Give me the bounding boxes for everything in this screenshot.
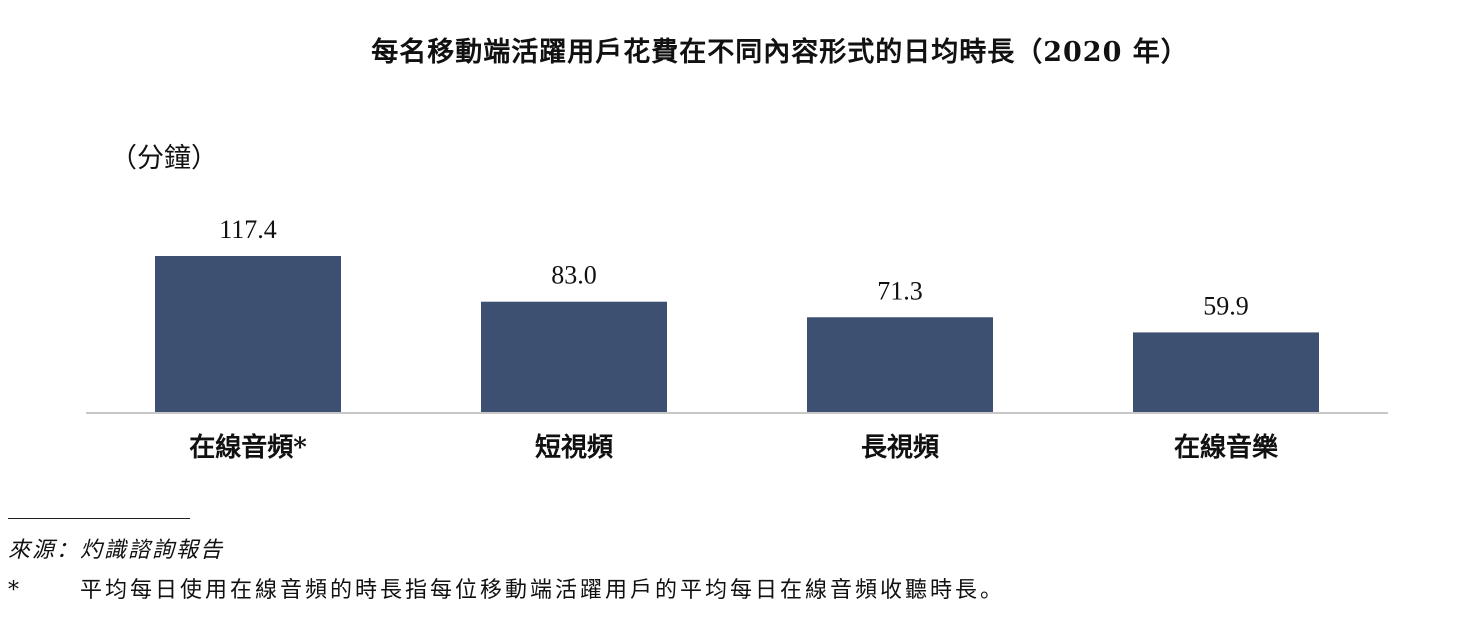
bar-chart: 117.4 在線音頻* 83.0 短視頻 71.3 長視頻 59.9 在線音樂 (86, 215, 1388, 463)
bar-2 (481, 301, 667, 412)
bar-value-label-4: 59.9 (1203, 291, 1249, 320)
footnote-text: 平均每日使用在線音頻的時長指每位移動端活躍用戶的平均每日在線音頻收聽時長。 (80, 578, 1006, 603)
bar-value-label-3: 71.3 (877, 276, 923, 305)
y-axis-unit-label: （分鐘） (110, 143, 218, 174)
bar-value-label-2: 83.0 (551, 261, 597, 290)
source-divider (8, 518, 190, 519)
bar-3 (807, 317, 993, 412)
footnote: * 平均每日使用在線音頻的時長指每位移動端活躍用戶的平均每日在線音頻收聽時長。 (8, 572, 1005, 604)
category-label-2: 短視頻 (535, 433, 613, 463)
footnote-marker: * (8, 578, 22, 603)
category-label-1: 在線音頻* (189, 432, 307, 463)
category-label-4: 在線音樂 (1174, 432, 1279, 463)
bar-1 (155, 256, 341, 412)
source-text: 來源：灼識諮詢報告 (8, 538, 225, 563)
bar-4 (1133, 332, 1319, 412)
bar-value-label-1: 117.4 (219, 215, 277, 244)
chart-title: 每名移動端活躍用戶花費在不同內容形式的日均時長（2020 年） (371, 37, 1189, 68)
category-label-3: 長視頻 (861, 433, 939, 463)
